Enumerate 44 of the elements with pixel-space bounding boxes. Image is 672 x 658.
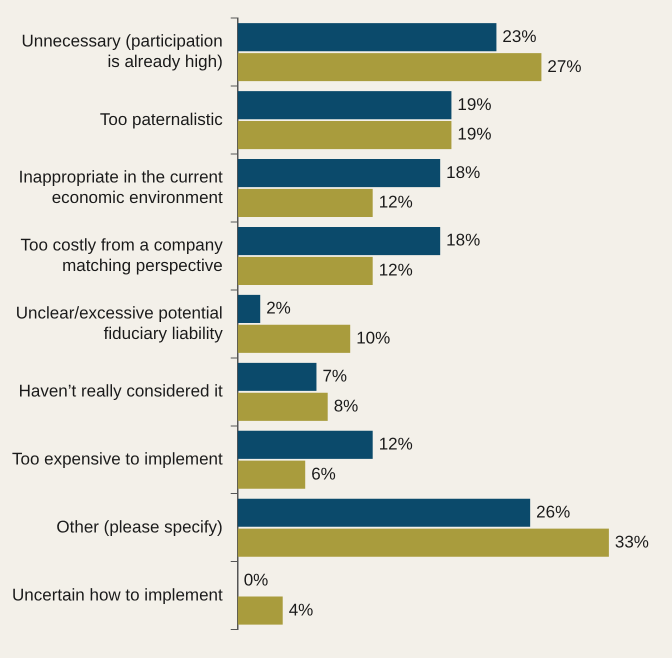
- data-label: 18%: [446, 230, 480, 250]
- y-tick-label: Too paternalistic: [100, 110, 224, 129]
- data-label: 33%: [614, 532, 649, 552]
- bar: [238, 498, 530, 527]
- data-label: 12%: [378, 192, 413, 212]
- bar: [238, 188, 373, 218]
- data-label: 10%: [356, 328, 390, 348]
- y-tick-label: Inappropriate in the current economic environment: [18, 168, 223, 207]
- data-label: 6%: [311, 464, 336, 484]
- bar: [238, 362, 316, 391]
- data-label: 4%: [288, 600, 314, 620]
- bar: [238, 120, 452, 150]
- y-tick-label: Unclear/excessive potential fiduciary liability: [16, 303, 224, 343]
- data-label: 7%: [322, 366, 348, 386]
- bar: [238, 392, 328, 421]
- bar: [238, 528, 609, 557]
- bar: [238, 596, 283, 625]
- bar: [238, 53, 542, 82]
- y-tick-label: Unnecessary (participation is already high): [21, 32, 223, 72]
- data-label: 26%: [536, 502, 570, 522]
- y-tick-label: Too expensive to implement: [12, 449, 223, 468]
- bar: [238, 23, 496, 52]
- data-label: 12%: [378, 434, 413, 454]
- data-label: 18%: [446, 162, 480, 182]
- y-tick-label: Other (please specify): [56, 517, 223, 536]
- bar: [238, 460, 306, 489]
- bar: [238, 256, 373, 285]
- bar: [238, 324, 350, 353]
- data-label: 23%: [502, 26, 536, 46]
- bar: [238, 294, 260, 324]
- bar: [238, 91, 452, 120]
- y-tick-label: Haven’t really considered it: [18, 382, 223, 401]
- data-label: 2%: [266, 298, 291, 318]
- bar: [238, 430, 373, 459]
- y-tick-label: Too costly from a company matching perspective: [20, 235, 224, 275]
- data-label: 8%: [334, 396, 358, 416]
- data-label: 19%: [457, 94, 492, 114]
- data-label: 19%: [457, 124, 492, 144]
- data-label: 12%: [378, 260, 413, 280]
- data-label: 0%: [244, 570, 268, 590]
- bar: [238, 226, 440, 256]
- bar: [238, 159, 440, 188]
- y-tick-label: Uncertain how to implement: [12, 585, 223, 604]
- data-label: 27%: [547, 56, 582, 76]
